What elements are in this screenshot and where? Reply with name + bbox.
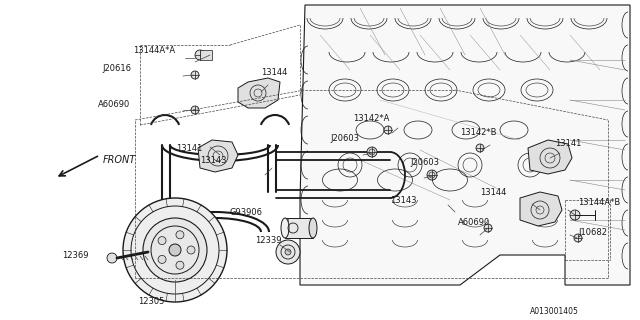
- Ellipse shape: [309, 218, 317, 238]
- Circle shape: [484, 224, 492, 232]
- Text: 13143: 13143: [200, 156, 227, 164]
- Circle shape: [158, 236, 166, 244]
- Text: 13142*B: 13142*B: [460, 127, 497, 137]
- Circle shape: [574, 234, 582, 242]
- Text: A60690: A60690: [98, 100, 131, 108]
- Polygon shape: [528, 140, 572, 174]
- Circle shape: [285, 249, 291, 255]
- Circle shape: [195, 50, 205, 60]
- Text: J10682: J10682: [578, 228, 607, 236]
- Circle shape: [427, 170, 437, 180]
- Circle shape: [367, 147, 377, 157]
- Text: 12369: 12369: [62, 251, 88, 260]
- Text: A013001405: A013001405: [530, 308, 579, 316]
- Polygon shape: [238, 78, 280, 108]
- Text: FRONT: FRONT: [103, 155, 136, 165]
- Polygon shape: [200, 50, 212, 60]
- Polygon shape: [300, 5, 630, 285]
- Text: 12305: 12305: [138, 298, 164, 307]
- Circle shape: [384, 126, 392, 134]
- Circle shape: [187, 246, 195, 254]
- Circle shape: [158, 255, 166, 263]
- Circle shape: [143, 218, 207, 282]
- Circle shape: [476, 144, 484, 152]
- Circle shape: [169, 244, 181, 256]
- Ellipse shape: [281, 218, 289, 238]
- Circle shape: [191, 71, 199, 79]
- Circle shape: [176, 261, 184, 269]
- Text: G93906: G93906: [230, 207, 263, 217]
- Polygon shape: [198, 140, 238, 172]
- Text: J20616: J20616: [102, 63, 131, 73]
- Text: A60690: A60690: [458, 218, 490, 227]
- Circle shape: [276, 240, 300, 264]
- Text: 13144: 13144: [261, 68, 287, 76]
- Text: 13144A*B: 13144A*B: [578, 197, 620, 206]
- Text: J20603: J20603: [410, 157, 439, 166]
- Text: J20603: J20603: [330, 133, 359, 142]
- Circle shape: [191, 106, 199, 114]
- Text: 13143: 13143: [390, 196, 417, 204]
- Polygon shape: [520, 192, 562, 226]
- Text: 13142*A: 13142*A: [353, 114, 389, 123]
- Circle shape: [176, 231, 184, 239]
- Text: 13141: 13141: [555, 139, 581, 148]
- Text: 13141: 13141: [176, 143, 202, 153]
- Text: 13144A*A: 13144A*A: [133, 45, 175, 54]
- Circle shape: [123, 198, 227, 302]
- Polygon shape: [285, 218, 313, 238]
- Circle shape: [107, 253, 117, 263]
- Circle shape: [570, 210, 580, 220]
- Text: 13144: 13144: [480, 188, 506, 196]
- Text: 12339: 12339: [255, 236, 282, 244]
